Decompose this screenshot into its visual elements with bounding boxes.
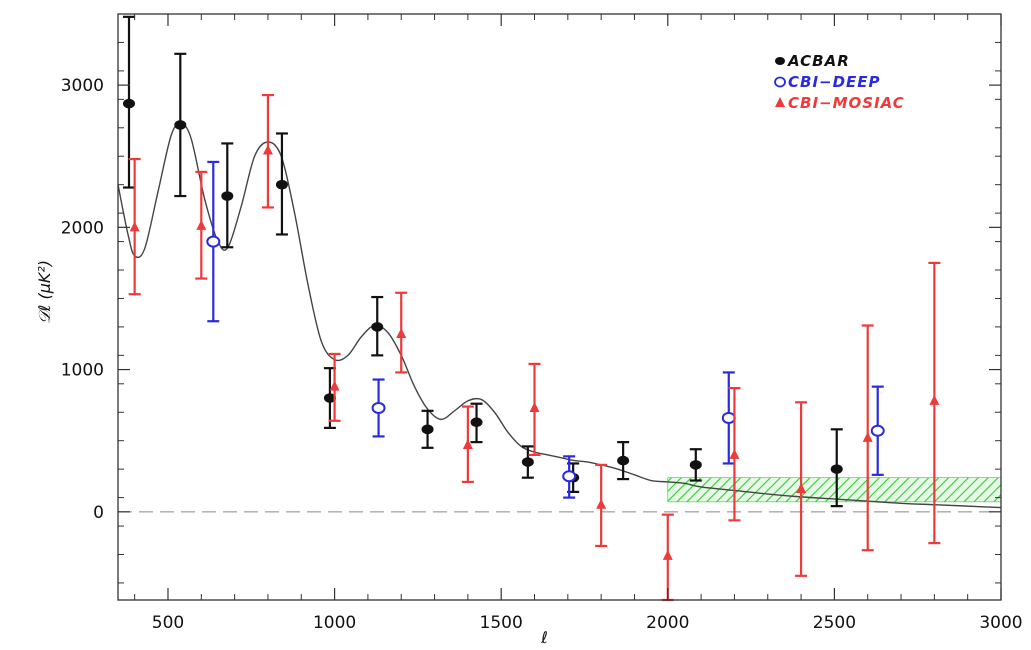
data-point [521,457,534,467]
data-point [371,401,386,414]
x-tick-label: 1000 [313,613,356,633]
x-tick-label: 500 [152,613,184,633]
data-point [396,328,407,339]
x-tick-label: 3000 [979,613,1022,633]
y-tick-label: 3000 [61,76,104,96]
axes-layer: 500 1000 1500 2000 2500 3000 0 1000 2000 3000 [61,13,1023,633]
y-tick-label: 2000 [61,218,104,238]
data-point [421,424,434,435]
legend-label: CBI−MOSIAC [788,94,905,112]
data-point [870,424,885,437]
data-point [329,380,340,391]
data-point [662,549,673,560]
data-point [721,411,736,424]
x-tick-label: 2000 [646,613,689,633]
plot-frame [117,13,1002,601]
data-point [470,417,483,428]
data-point [129,221,140,232]
data-point [617,455,630,466]
excess-power-band-layer [667,477,1002,503]
data-point [262,144,273,155]
legend-item-cbi-deep: CBI−DEEP [774,73,881,91]
data-point [562,470,577,483]
data-point [275,179,288,190]
data-point [196,219,207,230]
legend-item-cbi-mosiac: CBI−MOSIAC [775,94,905,112]
data-point [174,120,187,130]
data-point [689,460,702,470]
series-acbar [122,15,843,508]
data-point [122,98,135,109]
x-axis-label: ℓ [540,628,548,646]
data-point [830,464,843,474]
y-tick-label: 1000 [61,361,104,381]
data-point [596,498,607,509]
data-point [929,394,940,405]
x-tick-label: 2500 [813,613,856,633]
data-points-layer [122,15,941,602]
data-point [371,322,384,332]
data-point [462,438,473,449]
data-point [862,431,873,442]
data-point [206,235,221,248]
y-tick-label: 0 [93,503,104,523]
data-point [323,393,336,403]
legend-marker [775,57,785,65]
data-point [729,448,740,459]
data-point [796,483,807,494]
x-tick-label: 1500 [480,613,523,633]
data-point [221,191,234,201]
legend-item-acbar: ACBAR [775,52,850,70]
series-cbi-mosiac [128,93,941,602]
data-point [529,401,540,412]
legend-label: ACBAR [787,52,850,70]
legend: ACBAR CBI−DEEP CBI−MOSIAC [774,52,905,112]
series-cbi-deep [206,160,885,499]
excess-power-band [667,477,1002,503]
y-axis-label: 𝒟ℓ (μK²) [35,260,54,324]
legend-marker [774,76,786,88]
legend-marker [775,97,785,107]
legend-label: CBI−DEEP [788,73,881,91]
